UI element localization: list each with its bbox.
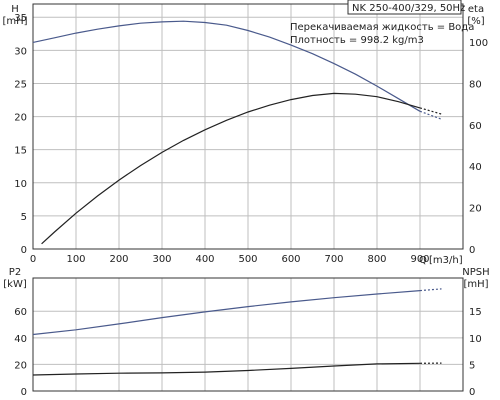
y-right-tick-label: 80 [469,79,482,90]
y-left-tick-label: 40 [14,334,27,345]
y-left-tick-label: 15 [14,146,27,157]
head-efficiency-panel: 0 5 10 15 20 25 30 35 0 20 40 60 80 100 0 100 200 300 400 5… [2,3,488,266]
y-left-tick-label: 0 [21,387,27,398]
y-right-tick-label: 5 [469,360,475,371]
y-left-tick-label: 10 [14,179,27,190]
x-tick-label: 100 [66,254,85,265]
y-right-tick-label: 60 [469,121,482,132]
x-tick-label: 0 [30,254,36,265]
liquid-label: Перекачиваемая жидкость = Вода [290,22,474,33]
npsh-curve [32,362,421,376]
model-box [347,0,462,15]
pump-info: NK 250-400/329, 50Hz Перекачиваемая жидк… [290,0,474,46]
y-right-axis-label: eta [468,4,484,15]
x-tick-label: 500 [238,254,257,265]
y-left-tick-label: 35 [14,13,27,24]
y-right-tick-label: 15 [469,307,482,318]
x-tick-label: 200 [109,254,128,265]
p2-curve [32,290,421,336]
x-axis-unit: [m3/h] [429,255,463,266]
x-tick-label: 600 [281,254,300,265]
y-left-tick-label: 0 [21,245,27,256]
y-right-tick-label: 20 [469,204,482,215]
y-left-axis-label: P2 [9,267,21,278]
y-right-tick-label: 10 [469,334,482,345]
y-right-tick-label: 0 [469,245,475,256]
y-left-tick-label: 60 [14,307,27,318]
plot-frame [32,3,464,250]
y-left-axis-unit: [mH] [2,16,27,27]
y-left-tick-label: 20 [14,113,27,124]
x-tick-label: 400 [195,254,214,265]
x-tick-label: 300 [152,254,171,265]
y-right-axis-unit: [mH] [463,279,488,290]
p2-curve-extrapolated [419,288,442,292]
head-curve [32,20,421,112]
power-npsh-panel: 0 20 40 60 0 5 10 15 P2[kW] NPSH[mH] [3,267,489,398]
x-tick-label: 700 [324,254,343,265]
eta-curve-extrapolated [419,107,442,115]
density-label: Плотность = 998.2 kg/m3 [290,35,424,46]
y-left-axis-label: H [11,4,19,15]
head-curve-extrapolated [419,110,442,120]
y-left-tick-label: 25 [14,79,27,90]
y-right-tick-label: 0 [469,387,475,398]
y-right-axis-label: NPSH [462,267,489,278]
y-right-tick-label: 40 [469,162,482,173]
y-left-tick-label: 20 [14,360,27,371]
y-left-tick-label: 5 [21,212,27,223]
x-tick-label: 900 [410,254,429,265]
eta-curve [41,92,421,245]
x-tick-label: 800 [367,254,386,265]
y-left-axis-unit: [kW] [3,279,27,290]
y-right-axis-unit: [%] [467,16,484,27]
y-left-tick-label: 30 [14,46,27,57]
x-axis-label: Q [419,255,427,266]
y-right-tick-label: 100 [469,38,488,49]
pump-model: NK 250-400/329, 50Hz [352,3,465,14]
